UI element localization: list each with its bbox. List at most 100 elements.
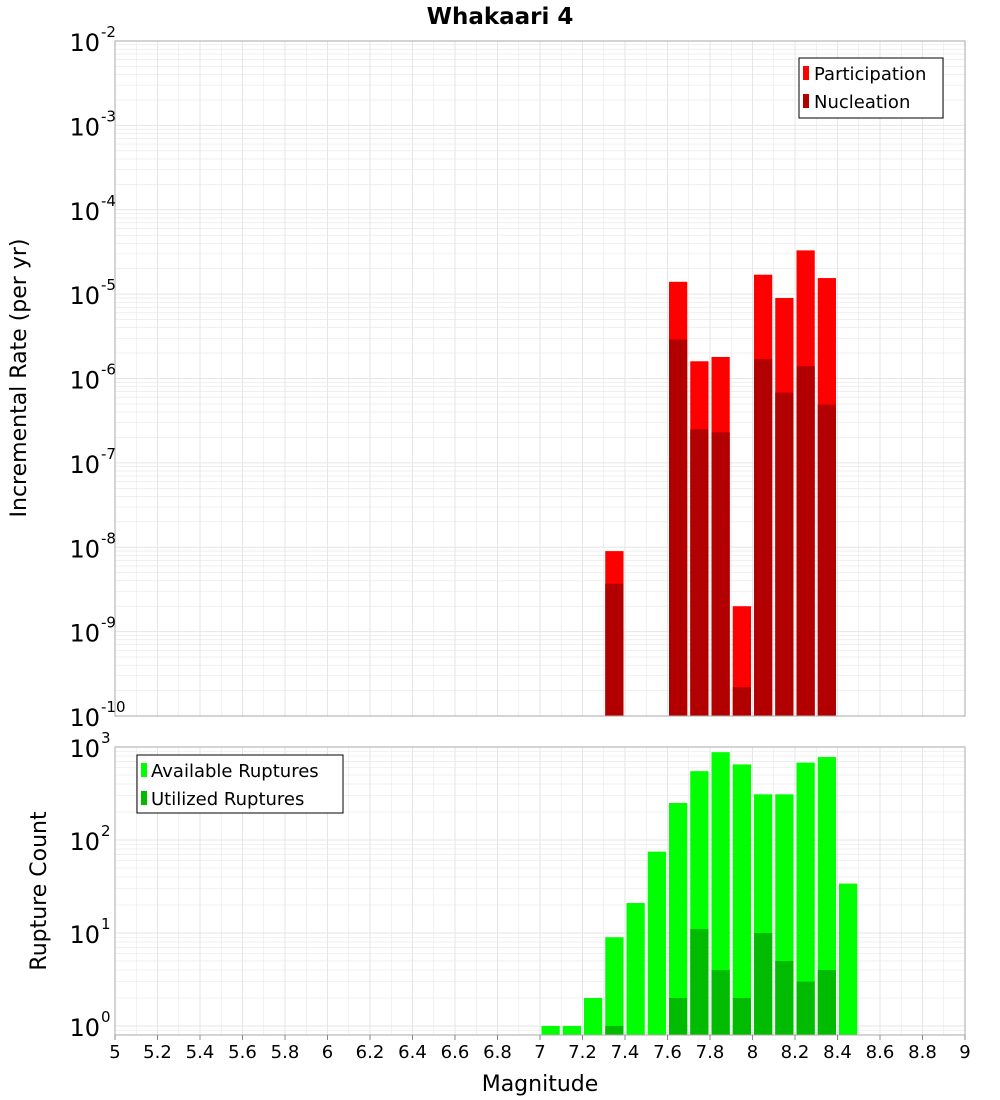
available-ruptures-bar [541, 1025, 560, 1035]
rate-y-tick-exponent: -7 [101, 445, 116, 463]
rate-y-tick-exponent: -9 [101, 614, 116, 632]
rate-legend: Participation Nucleation [798, 57, 944, 119]
nucleation-bar [817, 404, 836, 716]
rate-y-tick-base: 10 [69, 198, 100, 226]
count-y-tick-base: 10 [69, 828, 100, 856]
nucleation-bar [796, 366, 815, 716]
rate-y-tick-base: 10 [69, 113, 100, 141]
count-y-tick-exponent: 0 [101, 1008, 111, 1026]
rate-y-tick-exponent: -8 [101, 529, 116, 547]
count-y-axis-label: Rupture Count [27, 811, 52, 971]
count-y-tick-exponent: 1 [101, 915, 111, 933]
rate-y-tick-exponent: -2 [101, 23, 116, 41]
x-tick-label: 7.8 [696, 1042, 725, 1063]
rate-y-tick-base: 10 [69, 29, 100, 57]
count-legend: Available Ruptures Utilized Ruptures [136, 754, 344, 814]
utilized-ruptures-bar [732, 997, 751, 1035]
utilized-ruptures-bar [754, 932, 773, 1035]
utilized-ruptures-bar [817, 969, 836, 1035]
utilized-ruptures-bar [690, 929, 709, 1035]
rate-bars [605, 250, 836, 717]
x-ticks: 5 5.2 5.4 5.6 5.8 6 6.2 6.4 6.6 6.8 7 7.2 7.4 7.6 7.8 8… [109, 1035, 971, 1063]
count-y-tick-exponent: 3 [101, 729, 111, 747]
count-y-tick-exponent: 2 [101, 822, 111, 840]
utilized-ruptures-legend-label: Utilized Ruptures [151, 789, 304, 810]
nucleation-legend-swatch [803, 94, 809, 108]
x-tick-label: 6 [322, 1042, 333, 1063]
nucleation-bar [775, 392, 794, 716]
count-legend-box [136, 754, 344, 814]
available-ruptures-bar [647, 851, 666, 1035]
x-tick-label: 8.2 [781, 1042, 810, 1063]
rate-y-tick-base: 10 [69, 535, 100, 563]
available-ruptures-bar [817, 757, 836, 1035]
count-y-tick-base: 10 [69, 735, 100, 763]
utilized-ruptures-bar [669, 997, 688, 1035]
count-y-tick-base: 10 [69, 921, 100, 949]
available-ruptures-legend-swatch [141, 763, 147, 777]
rate-y-tick-exponent: -5 [101, 276, 116, 294]
available-ruptures-bar [732, 764, 751, 1035]
x-tick-label: 5.2 [143, 1042, 172, 1063]
utilized-ruptures-bar [796, 981, 815, 1035]
rate-plot-frame [114, 40, 966, 717]
nucleation-legend-label: Nucleation [814, 92, 910, 113]
rate-y-tick-exponent: -4 [101, 192, 116, 210]
available-ruptures-bar [562, 1025, 581, 1035]
rate-y-axis-label: Incremental Rate (per yr) [7, 239, 32, 518]
nucleation-bar [754, 359, 773, 716]
utilized-ruptures-bar [711, 969, 730, 1035]
available-ruptures-bar [711, 752, 730, 1035]
participation-legend-label: Participation [814, 64, 926, 85]
count-y-tick-base: 10 [69, 1014, 100, 1042]
x-tick-label: 6.2 [356, 1042, 385, 1063]
nucleation-bar [732, 687, 751, 716]
x-tick-label: 7.2 [568, 1042, 597, 1063]
x-tick-label: 5.8 [271, 1042, 300, 1063]
chart-title: Whakaari 4 [427, 4, 574, 30]
utilized-ruptures-bar [605, 1025, 624, 1035]
available-ruptures-bar [669, 802, 688, 1035]
x-axis-label: Magnitude [482, 1072, 599, 1097]
x-tick-label: 6.6 [441, 1042, 470, 1063]
available-ruptures-bar [796, 762, 815, 1035]
count-bars [541, 752, 858, 1035]
x-tick-label: 8.6 [866, 1042, 895, 1063]
x-tick-label: 5.6 [228, 1042, 257, 1063]
rate-y-ticks: 10-210-310-410-510-610-710-810-910-10 [69, 23, 125, 732]
available-ruptures-bar [605, 937, 624, 1035]
available-ruptures-bar [839, 883, 858, 1035]
available-ruptures-legend-label: Available Ruptures [151, 761, 319, 782]
rate-y-tick-base: 10 [69, 282, 100, 310]
x-tick-label: 7.4 [611, 1042, 640, 1063]
nucleation-bar [669, 339, 688, 716]
rate-grid [114, 41, 966, 717]
x-tick-label: 6.8 [483, 1042, 512, 1063]
rate-y-tick-base: 10 [69, 620, 100, 648]
x-tick-label: 8.4 [823, 1042, 852, 1063]
x-tick-label: 8 [747, 1042, 758, 1063]
rate-y-tick-exponent: -10 [101, 698, 126, 716]
x-tick-label: 5 [109, 1042, 120, 1063]
x-tick-label: 5.4 [186, 1042, 215, 1063]
available-ruptures-bar [584, 997, 603, 1035]
nucleation-bar [605, 583, 624, 716]
rate-legend-box [798, 57, 944, 119]
utilized-ruptures-legend-swatch [141, 791, 147, 805]
x-tick-label: 9 [959, 1042, 970, 1063]
x-tick-label: 8.8 [908, 1042, 937, 1063]
rate-y-tick-exponent: -3 [101, 107, 116, 125]
nucleation-bar [711, 432, 730, 716]
rate-y-tick-base: 10 [69, 704, 100, 732]
utilized-ruptures-bar [775, 960, 794, 1035]
x-tick-label: 6.4 [398, 1042, 427, 1063]
rate-y-tick-base: 10 [69, 451, 100, 479]
x-tick-label: 7 [534, 1042, 545, 1063]
rate-y-tick-exponent: -6 [101, 361, 116, 379]
rate-panel: 10-210-310-410-510-610-710-810-910-10 In… [7, 23, 966, 732]
x-tick-label: 7.6 [653, 1042, 682, 1063]
participation-legend-swatch [803, 66, 809, 80]
